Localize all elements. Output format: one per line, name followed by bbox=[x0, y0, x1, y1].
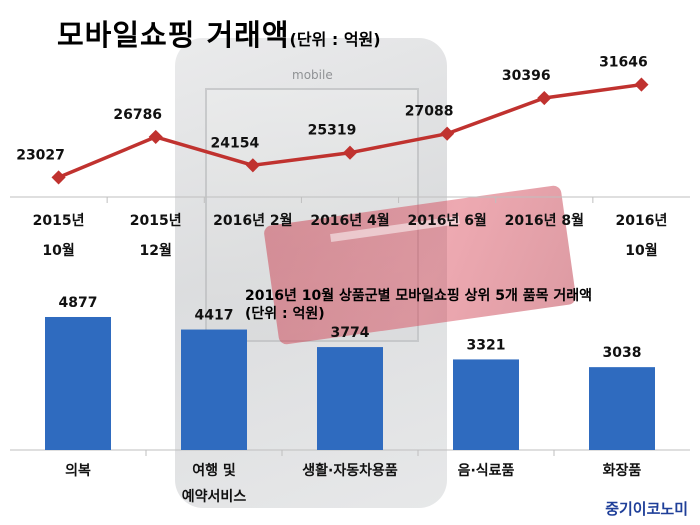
line-chart-category-label: 2016년 4월 bbox=[310, 212, 389, 229]
bar-chart-category-label: 의복 bbox=[65, 462, 91, 479]
bar-chart-data-label: 3774 bbox=[331, 325, 370, 341]
line-chart-point bbox=[342, 145, 358, 160]
line-chart-data-label: 24154 bbox=[210, 135, 259, 151]
line-chart-category-label: 12월 bbox=[140, 242, 172, 259]
line-chart-data-label: 31646 bbox=[599, 55, 648, 71]
line-chart-point bbox=[245, 158, 260, 173]
line-chart-data-label: 27088 bbox=[405, 104, 454, 120]
chart-title-unit: (단위 : 억원) bbox=[289, 30, 381, 49]
background-phone-screen bbox=[205, 88, 419, 342]
bar-chart-bar bbox=[453, 359, 519, 450]
line-chart-data-label: 23027 bbox=[16, 147, 65, 163]
line-chart-category-label: 2016년 8월 bbox=[505, 212, 584, 229]
line-chart-category-label: 2016년 2월 bbox=[213, 212, 292, 229]
bar-chart-title: 2016년 10월 상품군별 모바일쇼핑 상위 5개 품목 거래액 (단위 : … bbox=[245, 287, 695, 323]
bar-chart-category-label: 화장품 bbox=[603, 462, 642, 479]
line-chart-data-label: 26786 bbox=[113, 107, 162, 123]
brand-logo-text: 중기이코노미 bbox=[605, 500, 688, 518]
line-chart-point bbox=[51, 170, 66, 185]
line-chart-point bbox=[148, 129, 163, 144]
line-chart-data-label: 25319 bbox=[308, 123, 357, 139]
line-chart-point bbox=[537, 90, 552, 106]
chart-title: 모바일쇼핑 거래액(단위 : 억원) bbox=[57, 12, 381, 54]
background-phone-label: mobile bbox=[292, 68, 333, 82]
line-chart-category-label: 10월 bbox=[42, 242, 74, 259]
bar-chart-bar bbox=[181, 329, 247, 450]
bar-chart-data-label: 3321 bbox=[467, 337, 506, 353]
bar-chart-bar bbox=[589, 367, 655, 450]
bar-chart-category-label: 예약서비스 bbox=[182, 488, 247, 505]
line-chart-point bbox=[634, 77, 649, 92]
line-chart-category-label: 10월 bbox=[625, 242, 657, 259]
bar-chart-data-label: 4877 bbox=[59, 295, 98, 311]
line-chart-category-label: 2015년 bbox=[33, 213, 85, 229]
bar-chart-title-unit: (단위 : 억원) bbox=[245, 306, 325, 322]
bar-chart-bar bbox=[45, 316, 111, 450]
line-chart-category-label: 2016년 6월 bbox=[407, 212, 486, 229]
bar-chart-category-label: 음·식료품 bbox=[458, 463, 515, 479]
line-chart: 23027 26786 24154 25319 27088 30396 31646 2015년… bbox=[10, 55, 690, 259]
chart-title-main: 모바일쇼핑 거래액 bbox=[57, 18, 290, 52]
bar-chart-bar bbox=[317, 347, 383, 450]
line-chart-category-label: 2016년 bbox=[615, 213, 667, 229]
bar-chart-category-label: 여행 및 bbox=[192, 462, 236, 479]
bar-chart-data-label: 4417 bbox=[195, 308, 234, 324]
line-chart-category-label: 2015년 bbox=[130, 213, 182, 229]
bar-chart-category-label: 생활·자동차용품 bbox=[302, 462, 398, 479]
line-chart-point bbox=[440, 126, 455, 141]
bar-chart-title-line: 2016년 10월 상품군별 모바일쇼핑 상위 5개 품목 거래액 bbox=[245, 288, 593, 304]
bar-chart-data-label: 3038 bbox=[603, 345, 642, 361]
line-chart-data-label: 30396 bbox=[502, 68, 551, 84]
